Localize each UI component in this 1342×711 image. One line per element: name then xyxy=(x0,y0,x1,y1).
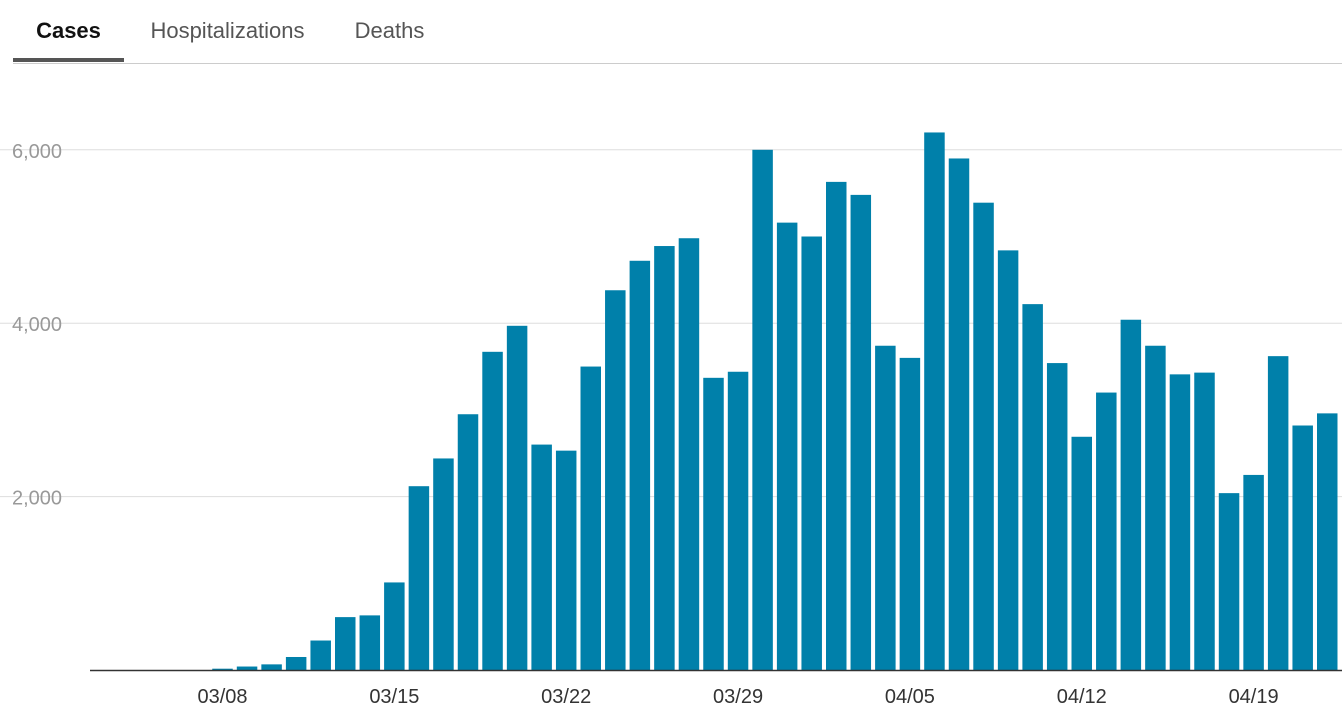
bar-04-10 xyxy=(1022,304,1043,670)
bar-03-29 xyxy=(727,371,749,670)
bar-04-01 xyxy=(801,236,822,670)
bar-03-10 xyxy=(261,664,282,670)
active-tab-indicator xyxy=(13,58,124,62)
bar-04-06 xyxy=(924,132,945,671)
bar-04-22 xyxy=(1317,413,1338,670)
bar-04-03 xyxy=(850,194,872,670)
bar-04-12 xyxy=(1071,436,1092,670)
bar-04-17 xyxy=(1194,372,1215,670)
y-tick-label: 4,000 xyxy=(12,314,62,336)
bar-03-19 xyxy=(482,351,503,670)
bar-03-21 xyxy=(531,444,552,670)
bar-03-08 xyxy=(212,668,233,670)
bar-03-15 xyxy=(384,582,405,670)
bar-03-09 xyxy=(236,666,258,670)
bar-04-18 xyxy=(1218,493,1240,670)
bar-03-27 xyxy=(678,238,700,670)
bar-04-19 xyxy=(1243,474,1264,670)
bar-04-14 xyxy=(1120,319,1142,670)
bar-04-07 xyxy=(948,158,970,670)
x-axis-tick-labels: 03/08 03/15 03/22 03/29 04/05 04/12 04/19 xyxy=(197,686,1278,708)
tab-cases[interactable]: Cases xyxy=(13,0,124,62)
bar-04-21 xyxy=(1292,425,1313,670)
tab-deaths-label: Deaths xyxy=(354,18,425,43)
tab-cases-label: Cases xyxy=(36,18,101,43)
bar-04-11 xyxy=(1046,363,1068,670)
bar-04-04 xyxy=(875,345,896,670)
x-tick-label: 04/19 xyxy=(1229,686,1279,708)
x-tick-label: 03/08 xyxy=(197,686,247,708)
bar-03-24 xyxy=(605,290,626,670)
bar-03-17 xyxy=(433,458,454,670)
bar-03-16 xyxy=(408,486,430,670)
bar-04-15 xyxy=(1145,345,1166,670)
cases-bar-chart: 2,000 4,000 6,000 03/08 03/15 03/22 03/29 04/0… xyxy=(0,132,1342,708)
x-tick-label: 03/15 xyxy=(369,686,419,708)
tab-hospitalizations[interactable]: Hospitalizations xyxy=(134,0,321,62)
tab-bar: Cases Hospitalizations Deaths xyxy=(0,0,1342,64)
bar-04-16 xyxy=(1169,374,1191,670)
x-tick-label: 03/22 xyxy=(541,686,591,708)
bar-03-31 xyxy=(776,222,798,671)
bar-03-11 xyxy=(285,656,307,670)
y-tick-label: 2,000 xyxy=(12,488,62,510)
y-axis-tick-labels: 2,000 4,000 6,000 xyxy=(12,141,62,510)
bar-03-12 xyxy=(310,640,331,670)
bar-03-20 xyxy=(506,325,528,670)
bar-04-05 xyxy=(899,357,921,670)
bar-03-25 xyxy=(629,260,651,670)
bar-03-22 xyxy=(555,450,577,670)
bar-04-20 xyxy=(1267,356,1289,670)
x-tick-label: 03/29 xyxy=(713,686,763,708)
bar-04-08 xyxy=(973,202,994,670)
x-tick-label: 04/05 xyxy=(885,686,935,708)
tab-divider xyxy=(13,63,1342,64)
bar-03-30 xyxy=(752,149,773,671)
bars xyxy=(212,132,1338,671)
y-tick-label: 6,000 xyxy=(12,141,62,163)
bar-03-28 xyxy=(703,377,724,670)
bar-03-23 xyxy=(580,366,601,670)
bar-04-02 xyxy=(826,181,847,670)
bar-03-26 xyxy=(654,246,675,671)
bar-03-14 xyxy=(359,615,381,670)
x-tick-label: 04/12 xyxy=(1057,686,1107,708)
tab-hospitalizations-label: Hospitalizations xyxy=(150,18,305,43)
bar-03-18 xyxy=(457,414,479,670)
bar-04-13 xyxy=(1096,392,1117,670)
bar-03-13 xyxy=(335,617,356,670)
tab-deaths[interactable]: Deaths xyxy=(339,0,440,62)
bar-04-09 xyxy=(997,250,1019,670)
